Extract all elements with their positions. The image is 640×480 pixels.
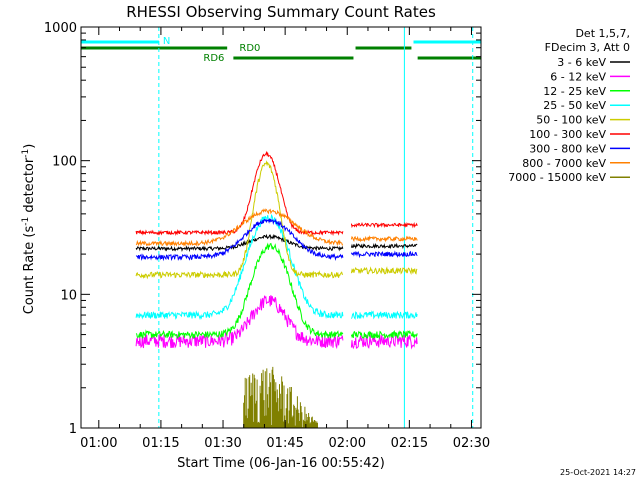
observing-flags: N RD0 RD6 xyxy=(81,36,481,64)
legend-entry-label: 25 - 50 keV xyxy=(543,99,606,112)
legend-entry-label: 50 - 100 keV xyxy=(536,114,606,127)
series-line-2 xyxy=(350,330,418,340)
series-line-6 xyxy=(135,218,344,262)
legend-entry-label: 12 - 25 keV xyxy=(543,85,606,98)
series-line-3 xyxy=(350,310,418,320)
legend-header-fdecim: FDecim 3, Att 0 xyxy=(545,41,630,54)
legend-entry-label: 6 - 12 keV xyxy=(550,70,606,83)
x-tick-label: 01:00 xyxy=(80,436,117,451)
legend-entry-label: 300 - 800 keV xyxy=(529,142,606,155)
series-line-3 xyxy=(135,213,344,321)
legend-header-detectors: Det 1,5,7, xyxy=(575,27,630,40)
series-line-4 xyxy=(350,266,418,276)
flag-label-rd6: RD6 xyxy=(203,53,224,64)
y-axis-ticks: 1 10 100 1000 xyxy=(44,21,481,437)
series-line-7 xyxy=(350,234,418,243)
series-line-6 xyxy=(350,250,418,259)
y-tick-label: 10 xyxy=(60,288,77,303)
y-tick-label: 100 xyxy=(52,155,77,170)
x-tick-label: 01:30 xyxy=(204,436,241,451)
flag-label-rd0: RD0 xyxy=(239,43,260,54)
y-tick-label: 1000 xyxy=(44,21,77,36)
x-tick-label: 01:15 xyxy=(142,436,179,451)
series-line-7 xyxy=(135,208,344,247)
series-line-2 xyxy=(135,242,344,340)
x-tick-label: 02:15 xyxy=(391,436,428,451)
chart-title: RHESSI Observing Summary Count Rates xyxy=(126,3,436,21)
x-tick-label: 01:45 xyxy=(266,436,303,451)
series-line-4 xyxy=(135,160,344,280)
plot-frame xyxy=(80,26,482,429)
y-axis-label: Count Rate (s-1 detector-1) xyxy=(21,144,37,315)
x-tick-label: 02:30 xyxy=(453,436,490,451)
series-line-0 xyxy=(135,233,344,253)
generation-timestamp: 25-Oct-2021 14:27 xyxy=(560,468,636,477)
x-axis-ticks: 01:00 01:15 01:30 01:45 02:00 02:15 02:30 xyxy=(80,27,490,451)
flag-label-n: N xyxy=(163,36,170,47)
legend-entry-label: 3 - 6 keV xyxy=(557,56,606,69)
x-tick-label: 02:00 xyxy=(329,436,366,451)
series-line-5 xyxy=(350,221,418,229)
series-line-1 xyxy=(135,295,344,350)
legend-entry-label: 800 - 7000 keV xyxy=(522,157,606,170)
legend-entry-label: 100 - 300 keV xyxy=(529,128,606,141)
legend-entry-label: 7000 - 15000 keV xyxy=(508,171,606,184)
series-line-0 xyxy=(350,242,418,250)
series-line-1 xyxy=(350,332,418,350)
x-axis-label: Start Time (06-Jan-16 00:55:42) xyxy=(177,456,385,471)
series-lines xyxy=(135,150,418,428)
y-tick-label: 1 xyxy=(69,422,77,437)
